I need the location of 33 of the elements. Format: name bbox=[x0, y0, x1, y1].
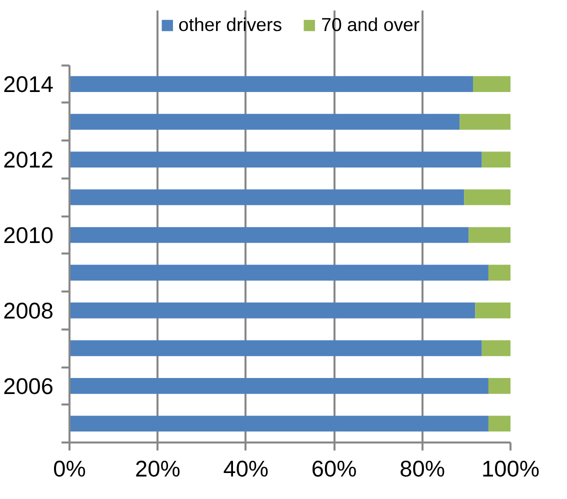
bar bbox=[488, 378, 510, 394]
legend-label: other drivers bbox=[178, 14, 282, 36]
x-tick-label: 100% bbox=[482, 456, 540, 482]
bar bbox=[70, 302, 476, 318]
bar bbox=[70, 76, 474, 92]
bar bbox=[482, 340, 510, 356]
bar bbox=[464, 189, 510, 206]
bar bbox=[460, 114, 510, 130]
bar bbox=[70, 152, 482, 168]
x-tick-label: 40% bbox=[223, 456, 269, 482]
y-tick-label: 2008 bbox=[3, 297, 54, 324]
x-tick-label: 60% bbox=[311, 456, 357, 482]
bar bbox=[468, 227, 510, 243]
y-tick-label: 2006 bbox=[3, 372, 54, 399]
x-tick-label: 0% bbox=[53, 456, 86, 482]
bar bbox=[473, 76, 510, 92]
bar bbox=[475, 302, 510, 318]
y-tick-label: 2012 bbox=[3, 146, 54, 173]
bar bbox=[70, 227, 469, 243]
bar bbox=[70, 340, 482, 356]
legend-label: 70 and over bbox=[321, 14, 420, 36]
bar bbox=[488, 416, 510, 432]
y-tick-label: 2014 bbox=[3, 71, 54, 98]
bar bbox=[70, 189, 464, 206]
bar bbox=[488, 264, 510, 281]
bar bbox=[70, 264, 488, 281]
bar bbox=[70, 114, 460, 130]
bar bbox=[482, 152, 510, 168]
x-tick-label: 80% bbox=[400, 456, 445, 482]
x-tick-label: 20% bbox=[135, 456, 180, 482]
bar bbox=[70, 416, 488, 432]
bar bbox=[70, 378, 488, 394]
y-tick-label: 2010 bbox=[3, 222, 54, 248]
